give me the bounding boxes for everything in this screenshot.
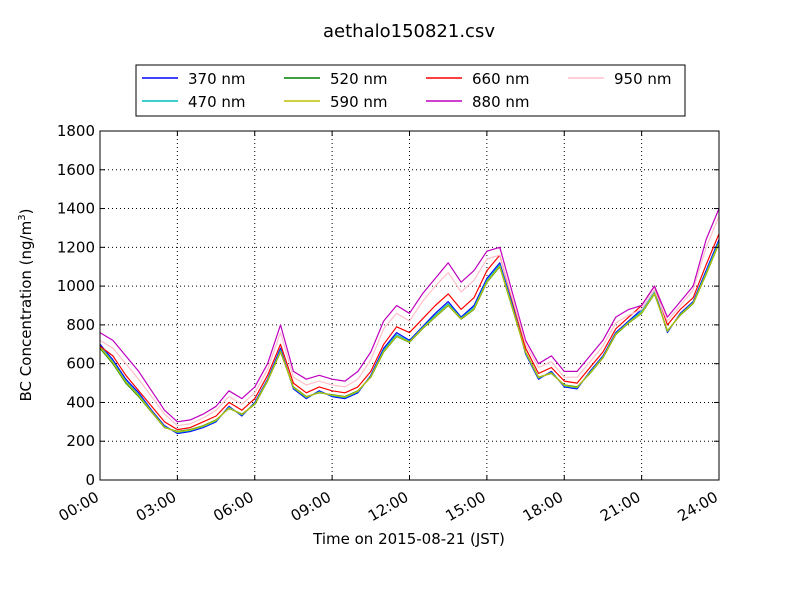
y-tick-label: 1400 [57,200,95,218]
x-tick-label: 24:00 [675,488,721,525]
y-tick-label: 400 [66,393,95,411]
x-tick-label: 21:00 [597,488,643,525]
y-axis-label-main: BC Concentration (ng/m [17,221,35,402]
x-axis-label: Time on 2015-08-21 (JST) [312,530,505,548]
x-tick-label: 06:00 [210,488,256,525]
x-tick-label: 00:00 [56,488,102,525]
legend-label: 470 nm [188,93,246,111]
series-line-880-nm [99,208,720,423]
series-line-590-nm [99,242,720,433]
x-tick-label: 03:00 [133,488,179,525]
x-tick-label: 18:00 [520,488,566,525]
y-tick-label: 1000 [57,277,95,295]
legend-box [135,64,686,117]
legend-label: 950 nm [614,70,672,88]
legend: 370 nm 470 nm 520 nm 590 nm 660 nm 880 nm 950 … [135,64,686,117]
y-tick-label: 0 [85,471,95,489]
x-tick-label: 12:00 [365,488,411,525]
series-line-950-nm [99,216,720,427]
y-tick-label: 600 [66,355,95,373]
y-tick-label: 800 [66,316,95,334]
grid [100,131,719,480]
x-tick-label: 15:00 [442,488,488,525]
x-tick-label: 09:00 [288,488,334,525]
legend-label: 880 nm [472,93,530,111]
y-axis: 0 200 400 600 800 1000 1200 1400 1600 1800 [57,122,719,489]
legend-label: 370 nm [188,70,246,88]
y-axis-label: BC Concentration (ng/m3) [17,209,35,402]
y-tick-label: 200 [66,432,95,450]
y-axis-label-sup: 3 [17,214,28,220]
y-tick-label: 1800 [57,122,95,140]
legend-label: 520 nm [330,70,388,88]
series-group [99,208,720,435]
y-tick-label: 1200 [57,238,95,256]
chart-title: aethalo150821.csv [323,21,495,42]
y-axis-label-close: ) [17,209,35,215]
series-line-660-nm [99,233,720,431]
y-tick-label: 1600 [57,161,95,179]
legend-label: 590 nm [330,93,388,111]
legend-label: 660 nm [472,70,530,88]
series-line-370-nm [99,239,720,435]
